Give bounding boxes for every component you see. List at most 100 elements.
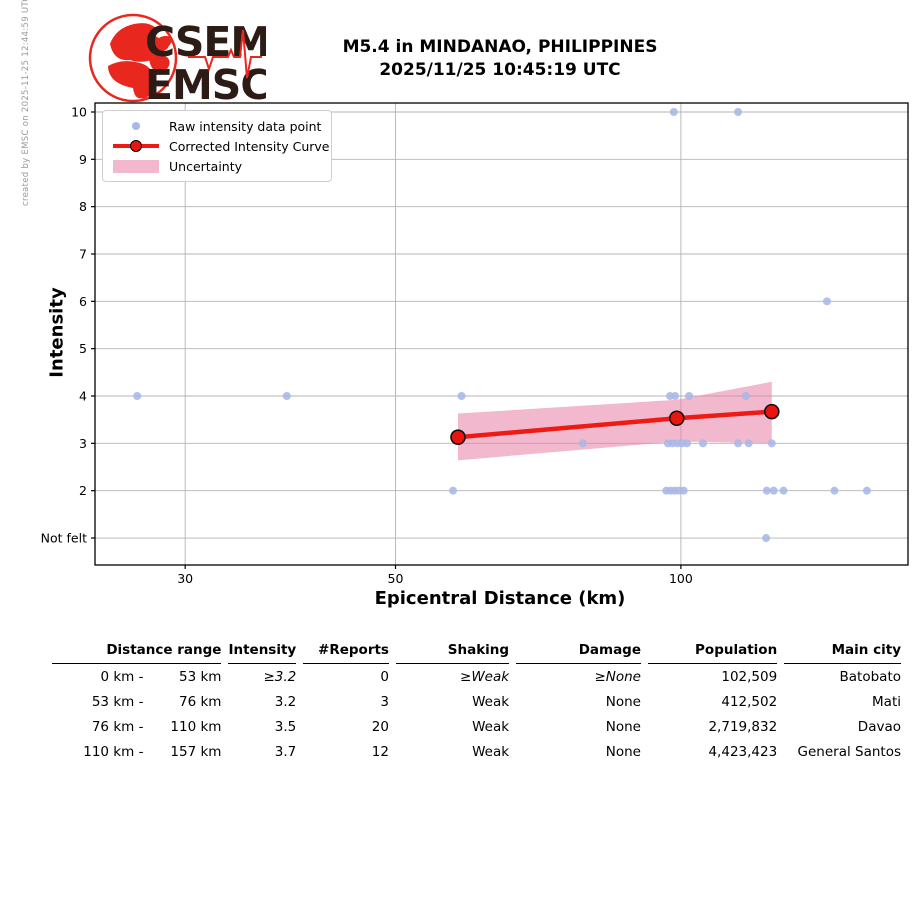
corrected-intensity-marker bbox=[763, 403, 780, 420]
range-from: 53 km - bbox=[91, 693, 144, 710]
cell-shaking: Weak bbox=[472, 718, 510, 735]
logo-continent-asia bbox=[149, 54, 170, 72]
chart-title-line2: 2025/11/25 10:45:19 UTC bbox=[379, 60, 621, 80]
cell-damage: None bbox=[605, 743, 641, 760]
cell-damage: None bbox=[605, 718, 641, 735]
raw-intensity-point bbox=[779, 486, 788, 495]
cell-shaking: Weak bbox=[472, 693, 510, 710]
curve-marker-swatch bbox=[130, 140, 142, 152]
emsc-logo: CSEM EMSC bbox=[88, 13, 266, 104]
cell-distance-range: 110 km - 157 km bbox=[52, 739, 221, 764]
range-to: 157 km bbox=[170, 743, 222, 760]
logo-continent-europe bbox=[110, 23, 173, 62]
range-to: 110 km bbox=[170, 718, 222, 735]
table-row: 0 km - 53 km ≥3.2 0 ≥Weak ≥None 102,509 Batobat… bbox=[52, 664, 901, 689]
table-row: 76 km - 110 km 3.5 20 Weak None 2,719,832 Davao bbox=[52, 714, 901, 739]
y-tick-label: 3 bbox=[79, 436, 87, 451]
raw-intensity-point bbox=[734, 107, 743, 116]
legend-label: Uncertainty bbox=[169, 158, 243, 174]
raw-intensity-point bbox=[769, 486, 778, 495]
legend-curve-icon bbox=[113, 140, 159, 152]
cell-intensity: 3.5 bbox=[274, 718, 297, 735]
x-axis-label: Epicentral Distance (km) bbox=[374, 588, 626, 609]
cell-intensity: 3.7 bbox=[274, 743, 297, 760]
cell-shaking: Weak bbox=[472, 743, 510, 760]
cell-population: 102,509 bbox=[721, 668, 778, 685]
range-from: 110 km - bbox=[83, 743, 144, 760]
raw-intensity-point bbox=[679, 486, 688, 495]
range-from: 0 km - bbox=[100, 668, 144, 685]
column-header: Main city bbox=[784, 640, 901, 664]
raw-intensity-point bbox=[830, 486, 839, 495]
intensity-report-table: Distance range Intensity #Reports Shaking Da… bbox=[45, 640, 908, 764]
cell-intensity: 3.2 bbox=[274, 693, 297, 710]
table-header-row: Distance range Intensity #Reports Shaking Da… bbox=[52, 640, 901, 664]
y-tick-label: 5 bbox=[79, 341, 87, 356]
cell-city: Batobato bbox=[839, 668, 901, 685]
cell-distance-range: 76 km - 110 km bbox=[52, 714, 222, 739]
raw-intensity-point bbox=[282, 392, 291, 401]
cell-reports: 12 bbox=[371, 743, 389, 760]
raw-intensity-point bbox=[823, 297, 832, 306]
y-tick-label: 2 bbox=[79, 483, 87, 498]
raw-intensity-point bbox=[578, 439, 587, 448]
raw-intensity-point bbox=[744, 439, 753, 448]
legend-label: Corrected Intensity Curve bbox=[169, 138, 330, 154]
cell-population: 412,502 bbox=[721, 693, 778, 710]
y-axis-label: Intensity bbox=[46, 287, 68, 378]
cell-shaking: ≥Weak bbox=[460, 668, 510, 685]
raw-point-swatch bbox=[132, 122, 140, 130]
raw-intensity-point bbox=[671, 392, 680, 401]
y-tick-label: Not felt bbox=[41, 531, 87, 546]
raw-intensity-point bbox=[698, 439, 707, 448]
corrected-intensity-marker bbox=[450, 429, 466, 445]
column-header: Population bbox=[648, 640, 778, 664]
range-to: 76 km bbox=[179, 693, 222, 710]
raw-intensity-point bbox=[767, 439, 776, 448]
logo-continent-africa bbox=[108, 61, 154, 99]
raw-intensity-point bbox=[862, 486, 871, 495]
raw-intensity-point bbox=[683, 439, 692, 448]
raw-intensity-point bbox=[734, 439, 743, 448]
legend-row-band: Uncertainty bbox=[113, 156, 323, 176]
raw-intensity-point bbox=[685, 392, 694, 401]
corrected-intensity-marker bbox=[668, 410, 685, 427]
axes-frame bbox=[94, 102, 909, 566]
raw-intensity-point bbox=[669, 107, 678, 116]
column-header: Distance range bbox=[52, 640, 222, 664]
column-header: #Reports bbox=[303, 640, 389, 664]
cell-population: 2,719,832 bbox=[708, 718, 778, 735]
legend-raw-point-icon bbox=[113, 122, 159, 130]
cell-intensity: ≥3.2 bbox=[263, 668, 297, 685]
y-tick-label: 4 bbox=[79, 389, 87, 404]
range-from: 76 km - bbox=[91, 718, 144, 735]
y-tick-label: 9 bbox=[79, 152, 87, 167]
table-row: 110 km - 157 km 3.7 12 Weak None 4,423,423 Gene… bbox=[52, 739, 901, 764]
logo-seismogram-trace bbox=[188, 29, 262, 79]
cell-damage: ≥None bbox=[594, 668, 641, 685]
raw-intensity-point bbox=[762, 486, 771, 495]
curve-swatch bbox=[113, 140, 159, 152]
chart-title-line1: M5.4 in MINDANAO, PHILIPPINES bbox=[342, 37, 658, 57]
y-tick-label: 8 bbox=[79, 199, 87, 214]
raw-intensity-point bbox=[449, 486, 458, 495]
legend-band-icon bbox=[113, 159, 159, 173]
cell-distance-range: 53 km - 76 km bbox=[52, 689, 222, 714]
chart-legend: Raw intensity data point Corrected Intens… bbox=[102, 110, 332, 182]
x-tick-label: 30 bbox=[177, 571, 193, 586]
legend-label: Raw intensity data point bbox=[169, 118, 322, 134]
y-tick-label: 6 bbox=[79, 294, 87, 309]
raw-intensity-point bbox=[762, 534, 771, 543]
legend-row-line: Corrected Intensity Curve bbox=[113, 136, 329, 156]
y-tick-label: 7 bbox=[79, 247, 87, 262]
raw-intensity-point bbox=[133, 392, 142, 401]
column-header: Shaking bbox=[395, 640, 510, 664]
x-tick-label: 50 bbox=[388, 571, 404, 586]
uncertainty-band bbox=[458, 381, 772, 461]
legend-row-point: Raw intensity data point bbox=[113, 116, 323, 136]
cell-damage: None bbox=[605, 693, 641, 710]
column-header: Intensity bbox=[228, 640, 297, 664]
range-to: 53 km bbox=[179, 668, 222, 685]
column-header: Damage bbox=[516, 640, 641, 664]
